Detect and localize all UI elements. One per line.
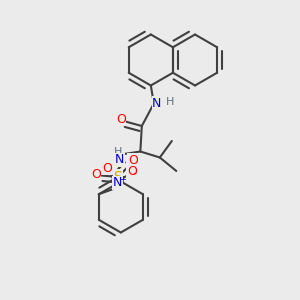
Text: O: O xyxy=(127,165,137,178)
Text: N: N xyxy=(115,153,124,167)
Text: H: H xyxy=(166,97,175,107)
Text: N: N xyxy=(152,97,161,110)
Text: O: O xyxy=(128,154,138,167)
Text: -: - xyxy=(133,168,137,178)
Text: N: N xyxy=(113,176,122,189)
Text: H: H xyxy=(114,147,122,157)
Text: O: O xyxy=(116,112,126,126)
Text: +: + xyxy=(119,175,126,184)
Text: O: O xyxy=(91,167,101,181)
Text: O: O xyxy=(102,162,112,175)
Text: S: S xyxy=(113,170,122,184)
